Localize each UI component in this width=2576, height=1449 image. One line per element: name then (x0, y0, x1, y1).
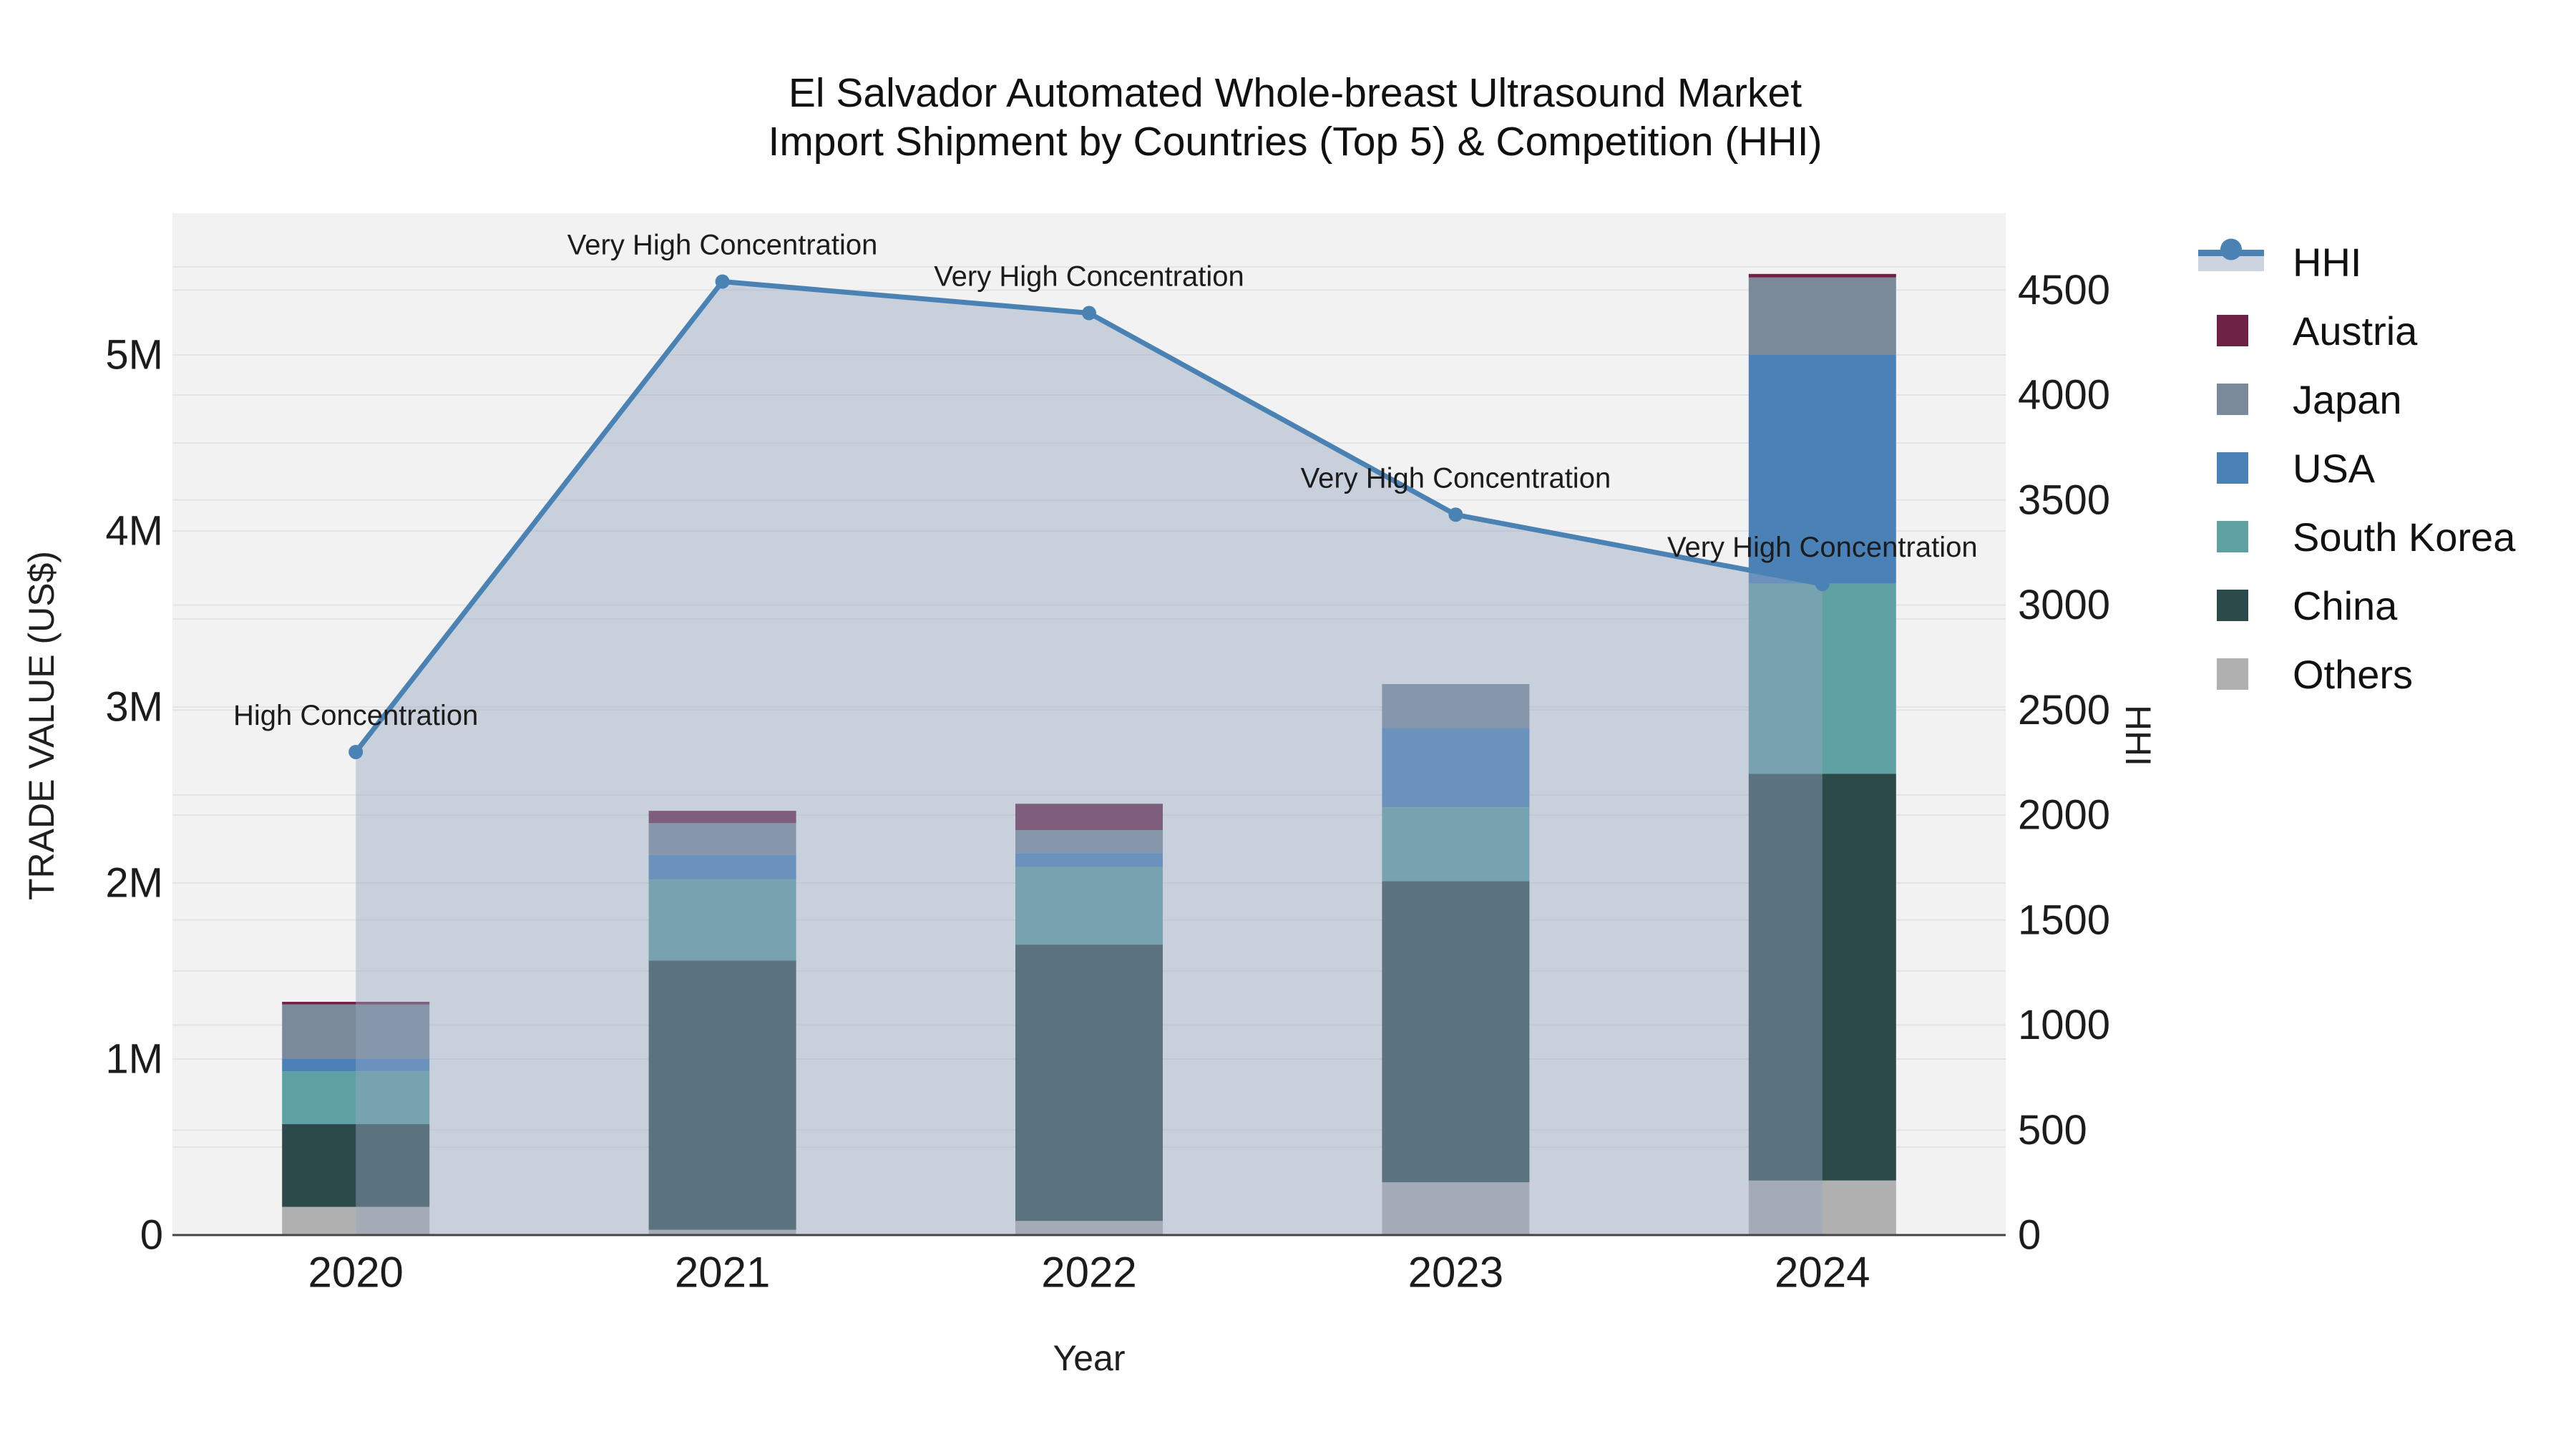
bar-segment-south-korea-2020 (282, 1071, 430, 1125)
y-right-tick: 4500 (2018, 267, 2110, 313)
bar-segment-japan-2023 (1382, 684, 1530, 728)
y-right-tick: 0 (2018, 1212, 2041, 1259)
y-right-tick: 4000 (2018, 372, 2110, 419)
x-tick: 2024 (1775, 1249, 1870, 1297)
hhi-line-swatch-icon (2198, 238, 2277, 271)
hhi-marker-2023 (1448, 507, 1463, 522)
legend-label: Austria (2293, 308, 2418, 353)
x-tick: 2020 (308, 1249, 403, 1297)
series-color-swatch-icon (2198, 521, 2277, 552)
bar-segment-china-2020 (282, 1124, 430, 1207)
legend-color-box (2217, 521, 2248, 552)
bar-segment-japan-2024 (1748, 277, 1896, 355)
legend-label: USA (2293, 445, 2376, 491)
legend-item-others[interactable]: Others (2198, 640, 2570, 708)
y-right-tick: 2500 (2018, 687, 2110, 733)
y-right-tick: 500 (2018, 1107, 2087, 1153)
series-color-swatch-icon (2198, 590, 2277, 621)
hhi-marker-2022 (1082, 306, 1096, 321)
bar-segment-others-2021 (648, 1229, 796, 1235)
y-right-tick: 1000 (2018, 1002, 2110, 1048)
hhi-annotation: Very High Concentration (1667, 532, 1978, 563)
legend-color-box (2217, 315, 2248, 346)
hhi-annotation: Very High Concentration (567, 230, 878, 261)
y-left-tick: 5M (105, 332, 163, 379)
chart-title-line1: El Salvador Automated Whole-breast Ultra… (788, 70, 1802, 116)
hhi-annotation: Very High Concentration (934, 261, 1244, 293)
y-left-tick: 1M (105, 1036, 163, 1083)
bar-segment-austria-2024 (1748, 273, 1896, 278)
y-left-tick: 0 (140, 1212, 163, 1259)
legend-color-box (2217, 658, 2248, 690)
legend-item-south-korea[interactable]: South Korea (2198, 502, 2570, 571)
x-axis-title: Year (1053, 1338, 1126, 1378)
x-tick: 2022 (1041, 1249, 1136, 1297)
hhi-marker-2021 (715, 274, 730, 289)
y-right-tick: 2000 (2018, 792, 2110, 839)
y-right-tick: 3500 (2018, 477, 2110, 523)
bar-segment-others-2022 (1015, 1221, 1163, 1235)
series-color-swatch-icon (2198, 384, 2277, 415)
hhi-annotation: Very High Concentration (1301, 462, 1611, 494)
bar-segment-usa-2022 (1015, 853, 1163, 867)
legend-item-hhi[interactable]: HHI (2198, 228, 2570, 296)
bar-segment-austria-2021 (648, 811, 796, 824)
hhi-marker-glyph (2220, 238, 2242, 260)
hhi-area-band (2198, 238, 2264, 271)
bar-segment-japan-2022 (1015, 830, 1163, 854)
hhi-marker-2024 (1815, 577, 1830, 592)
chart-title-line2: Import Shipment by Countries (Top 5) & C… (768, 119, 1823, 165)
x-tick: 2021 (675, 1249, 770, 1297)
bar-segment-china-2021 (648, 960, 796, 1230)
bar-segment-china-2024 (1748, 774, 1896, 1181)
bar-segment-south-korea-2023 (1382, 807, 1530, 882)
y-left-tick: 2M (105, 860, 163, 907)
legend-color-box (2217, 452, 2248, 484)
bar-segment-usa-2024 (1748, 355, 1896, 584)
y-right-tick: 3000 (2018, 582, 2110, 628)
chart-title: El Salvador Automated Whole-breast Ultra… (768, 69, 1822, 166)
bar-segment-usa-2021 (648, 854, 796, 880)
x-tick: 2023 (1408, 1249, 1503, 1297)
bar-segment-south-korea-2022 (1015, 867, 1163, 945)
bar-segment-china-2022 (1015, 945, 1163, 1221)
series-color-swatch-icon (2198, 315, 2277, 346)
legend-item-japan[interactable]: Japan (2198, 365, 2570, 434)
bar-segment-others-2023 (1382, 1182, 1530, 1235)
legend-label: Japan (2293, 376, 2402, 422)
y-left-tick: 4M (105, 508, 163, 555)
bar-segment-austria-2020 (282, 1002, 430, 1005)
bar-segment-others-2024 (1748, 1180, 1896, 1235)
bar-segment-south-korea-2024 (1748, 583, 1896, 774)
y-left-tick: 3M (105, 684, 163, 731)
series-color-swatch-icon (2198, 452, 2277, 484)
legend-label: South Korea (2293, 514, 2516, 560)
legend-item-china[interactable]: China (2198, 571, 2570, 640)
y-axis-right-title: HHI (2118, 704, 2158, 767)
bar-segment-south-korea-2021 (648, 879, 796, 961)
bar-segment-austria-2022 (1015, 804, 1163, 831)
legend-item-austria[interactable]: Austria (2198, 296, 2570, 365)
legend-label: Others (2293, 651, 2414, 697)
bar-segment-usa-2020 (282, 1059, 430, 1072)
bar-segment-others-2020 (282, 1206, 430, 1235)
bar-segment-china-2023 (1382, 881, 1530, 1183)
bar-segment-usa-2023 (1382, 728, 1530, 808)
legend-color-box (2217, 590, 2248, 621)
bar-segment-japan-2021 (648, 823, 796, 855)
hhi-annotation: High Concentration (233, 700, 478, 731)
legend-color-box (2217, 384, 2248, 415)
bar-segment-japan-2020 (282, 1004, 430, 1059)
legend-label: HHI (2293, 239, 2362, 285)
y-axis-left-title: TRADE VALUE (US$) (21, 550, 62, 901)
legend-item-usa[interactable]: USA (2198, 434, 2570, 502)
series-color-swatch-icon (2198, 658, 2277, 690)
y-right-tick: 1500 (2018, 897, 2110, 943)
hhi-marker-2020 (348, 744, 364, 759)
legend-label: China (2293, 582, 2398, 628)
legend: HHI Austria Japan USA South Korea China Others (2198, 228, 2570, 708)
